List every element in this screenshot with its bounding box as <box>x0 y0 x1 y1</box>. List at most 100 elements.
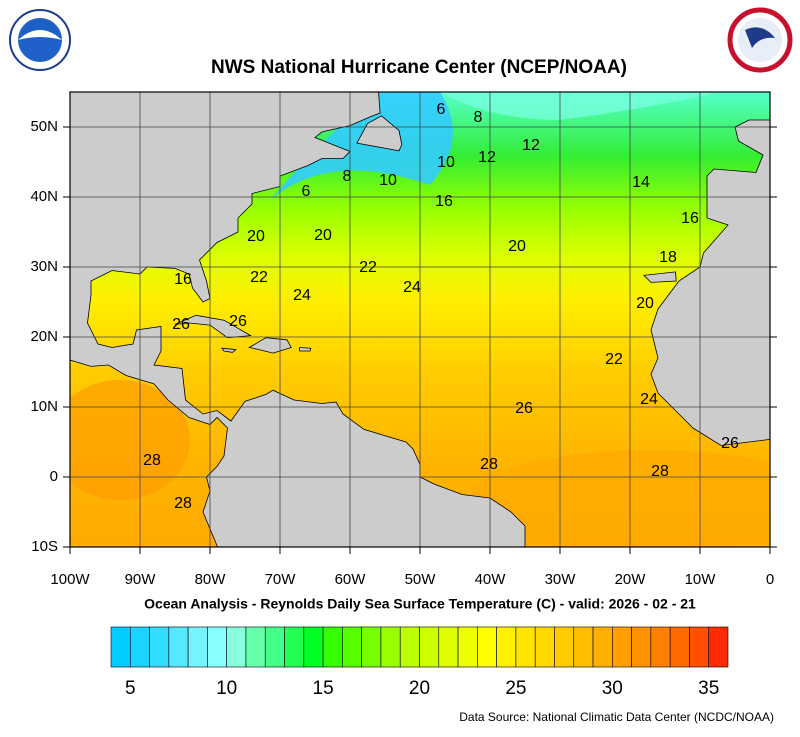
colorbar-label: 15 <box>313 678 334 699</box>
colorbar-box <box>322 626 343 668</box>
colorbar-box <box>110 626 131 668</box>
contour-label: 24 <box>640 391 658 408</box>
colorbar-label: 35 <box>698 678 719 699</box>
y-tick-label: 40N <box>30 188 58 205</box>
colorbar-box <box>592 626 613 668</box>
contour-label: 20 <box>314 227 332 244</box>
colorbar: 5 10 15 20 25 30 35 <box>110 626 729 699</box>
colorbar-box <box>264 626 285 668</box>
contour-label: 20 <box>508 238 526 255</box>
landmass <box>221 347 237 353</box>
data-source: Data Source: National Climatic Data Cent… <box>459 710 774 724</box>
contour-label: 8 <box>343 168 352 185</box>
colorbar-box <box>380 626 401 668</box>
x-tick-label: 100W <box>50 571 90 588</box>
contour-label: 6 <box>302 183 311 200</box>
x-tick-label: 10W <box>685 571 717 588</box>
colorbar-box <box>669 626 690 668</box>
contour-label: 22 <box>359 259 377 276</box>
y-tick-label: 0 <box>50 468 58 485</box>
colorbar-label: 10 <box>216 678 237 699</box>
noaa-logo <box>9 9 71 71</box>
y-tick-label: 20N <box>30 328 58 345</box>
colorbar-box <box>496 626 517 668</box>
colorbar-box <box>515 626 536 668</box>
x-tick-label: 70W <box>265 571 297 588</box>
colorbar-box <box>168 626 189 668</box>
map-area <box>70 92 770 547</box>
colorbar-box <box>129 626 150 668</box>
contour-labels: 6 8 12 12 10 10 8 6 16 14 16 20 20 20 18 22 22 24 24 16 26 26… <box>143 101 739 512</box>
contour-label: 16 <box>435 193 453 210</box>
subtitle: Ocean Analysis - Reynolds Daily Sea Surf… <box>144 596 696 612</box>
contour-label: 8 <box>474 109 483 126</box>
colorbar-label: 20 <box>409 678 430 699</box>
colorbar-box <box>573 626 594 668</box>
contour-label: 12 <box>522 137 540 154</box>
colorbar-box <box>399 626 420 668</box>
x-tick-label: 0 <box>766 571 774 588</box>
colorbar-box <box>554 626 575 668</box>
colorbar-box <box>650 626 671 668</box>
contour-label: 16 <box>681 210 699 227</box>
warm-pool <box>470 450 770 547</box>
colorbar-box <box>149 626 170 668</box>
landmass <box>643 271 677 283</box>
colorbar-box <box>457 626 478 668</box>
colorbar-label: 30 <box>602 678 623 699</box>
x-tick-label: 50W <box>405 571 437 588</box>
x-tick-label: 40W <box>475 571 507 588</box>
colorbar-box <box>303 626 324 668</box>
warm-pool <box>70 380 190 500</box>
contour-label: 18 <box>659 249 677 266</box>
contour-label: 22 <box>250 269 268 286</box>
colorbar-box <box>284 626 305 668</box>
nws-logo <box>727 7 793 73</box>
contour-label: 28 <box>651 463 669 480</box>
colorbar-box <box>187 626 208 668</box>
colorbar-label: 25 <box>505 678 526 699</box>
colorbar-box <box>477 626 497 668</box>
contour-label: 16 <box>174 271 192 288</box>
y-tick-label: 10N <box>30 398 58 415</box>
contour-label: 26 <box>172 316 190 333</box>
x-tick-label: 80W <box>195 571 227 588</box>
contour-label: 20 <box>247 228 265 245</box>
colorbar-box <box>631 626 652 668</box>
contour-label: 24 <box>403 279 421 296</box>
cold-water <box>270 92 453 200</box>
colorbar-box <box>226 626 247 668</box>
x-tick-label: 20W <box>615 571 647 588</box>
landmass <box>356 115 403 152</box>
contour-label: 12 <box>478 149 496 166</box>
y-tick-label: 30N <box>30 258 58 275</box>
landmass <box>248 337 292 354</box>
colorbar-box <box>708 626 729 668</box>
colorbar-box <box>689 626 710 668</box>
x-tick-label: 60W <box>335 571 367 588</box>
title: NWS National Hurricane Center (NCEP/NOAA… <box>211 57 627 78</box>
y-tick-label: 50N <box>30 118 58 135</box>
landmass <box>650 119 770 446</box>
contour-label: 22 <box>605 351 623 368</box>
contour-label: 26 <box>721 435 739 452</box>
contour-label: 10 <box>379 172 397 189</box>
x-tick-label: 30W <box>545 571 577 588</box>
contour-label: 28 <box>480 456 498 473</box>
grid <box>70 92 770 547</box>
colorbar-box <box>534 626 555 668</box>
colorbar-box <box>207 626 227 668</box>
contour-label: 24 <box>293 287 311 304</box>
contour-label: 26 <box>229 313 247 330</box>
colorbar-box <box>612 626 632 668</box>
contour-label: 6 <box>437 101 446 118</box>
cold-water <box>440 92 720 120</box>
y-tick-label: 10S <box>31 538 58 555</box>
contour-label: 28 <box>174 495 192 512</box>
land <box>70 92 770 547</box>
contour-label: 14 <box>632 174 650 191</box>
landmass <box>299 347 312 352</box>
colorbar-box <box>438 626 459 668</box>
contour-label: 20 <box>636 295 654 312</box>
